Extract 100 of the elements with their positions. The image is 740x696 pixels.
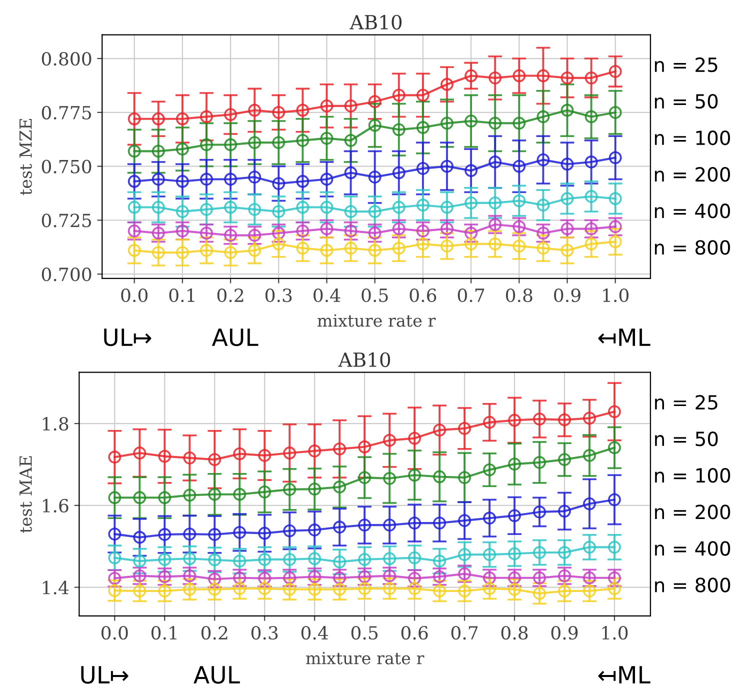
text: n = 400 <box>655 541 730 556</box>
point <box>536 110 550 124</box>
point <box>133 554 146 568</box>
point <box>108 584 122 598</box>
point <box>208 488 222 501</box>
x-tick-label: 0.3 <box>265 288 292 302</box>
point <box>133 446 146 460</box>
point <box>458 422 471 435</box>
x-tick-label: 0.6 <box>401 626 428 640</box>
point <box>233 582 246 595</box>
point <box>272 226 286 240</box>
point <box>583 449 596 462</box>
point <box>283 571 296 584</box>
point <box>344 242 358 255</box>
point <box>233 526 246 539</box>
point <box>320 99 334 112</box>
point <box>560 158 574 171</box>
point <box>584 237 598 250</box>
point <box>183 552 196 566</box>
point <box>440 240 454 253</box>
x-tick-label: 0.9 <box>551 626 578 640</box>
point <box>440 200 454 214</box>
point <box>464 69 478 82</box>
point <box>258 526 272 540</box>
point <box>488 218 502 231</box>
point <box>128 174 141 188</box>
point <box>358 518 372 532</box>
point <box>608 106 622 119</box>
point <box>560 104 574 117</box>
point <box>508 547 521 560</box>
x-tick-label: 1.0 <box>603 288 629 302</box>
point <box>483 416 496 429</box>
point <box>433 470 446 484</box>
point <box>344 205 358 218</box>
point <box>536 198 550 212</box>
point <box>183 488 196 502</box>
point <box>152 112 165 126</box>
point <box>508 414 521 427</box>
point <box>392 200 406 214</box>
point <box>464 237 478 250</box>
point <box>512 220 526 234</box>
point <box>296 134 310 147</box>
text: n = 200 <box>655 504 730 520</box>
point <box>158 528 172 541</box>
point <box>283 582 296 596</box>
point <box>208 553 222 566</box>
point <box>433 554 446 568</box>
point <box>584 222 598 236</box>
point <box>296 200 310 214</box>
point <box>183 582 196 596</box>
point <box>536 153 550 166</box>
series-label: n = 50 <box>655 432 718 446</box>
point <box>608 493 621 506</box>
point <box>533 586 546 600</box>
point <box>608 540 621 554</box>
point <box>512 194 526 208</box>
x-axis-title: mixture rate r <box>306 652 424 664</box>
point <box>416 162 430 175</box>
point <box>283 524 296 538</box>
y-tick-label: 0.725 <box>42 214 92 228</box>
x-tick-label: 0.7 <box>451 626 478 640</box>
point <box>483 548 496 562</box>
point <box>248 228 262 242</box>
point <box>224 172 238 186</box>
series-label: n = 25 <box>655 394 718 410</box>
point <box>583 571 596 584</box>
point <box>283 446 296 460</box>
point <box>133 530 146 544</box>
x-axis-title: mixture rate r <box>317 314 436 327</box>
point <box>128 224 141 238</box>
point <box>258 449 272 462</box>
point <box>224 200 238 214</box>
point <box>208 528 222 541</box>
point <box>152 200 165 214</box>
text: AUL <box>212 328 258 346</box>
point <box>488 237 502 250</box>
point <box>308 552 322 566</box>
point <box>320 132 334 145</box>
chart-title: AB10 <box>350 14 402 30</box>
point <box>408 468 422 482</box>
point <box>333 442 346 456</box>
point <box>133 491 146 504</box>
point <box>258 553 272 566</box>
point <box>584 190 598 203</box>
point <box>200 172 213 186</box>
y-tick-label: 0.800 <box>42 52 92 66</box>
point <box>128 144 141 158</box>
point <box>158 450 172 463</box>
point <box>176 112 189 126</box>
point <box>464 196 478 210</box>
point <box>488 156 502 168</box>
x-tick-label: 0.5 <box>362 288 388 302</box>
point <box>488 71 502 84</box>
point <box>308 482 322 496</box>
point <box>258 582 272 595</box>
point <box>200 202 213 216</box>
point <box>608 220 622 234</box>
point <box>584 156 598 168</box>
point <box>558 413 571 426</box>
series-label: n = 100 <box>654 130 730 146</box>
